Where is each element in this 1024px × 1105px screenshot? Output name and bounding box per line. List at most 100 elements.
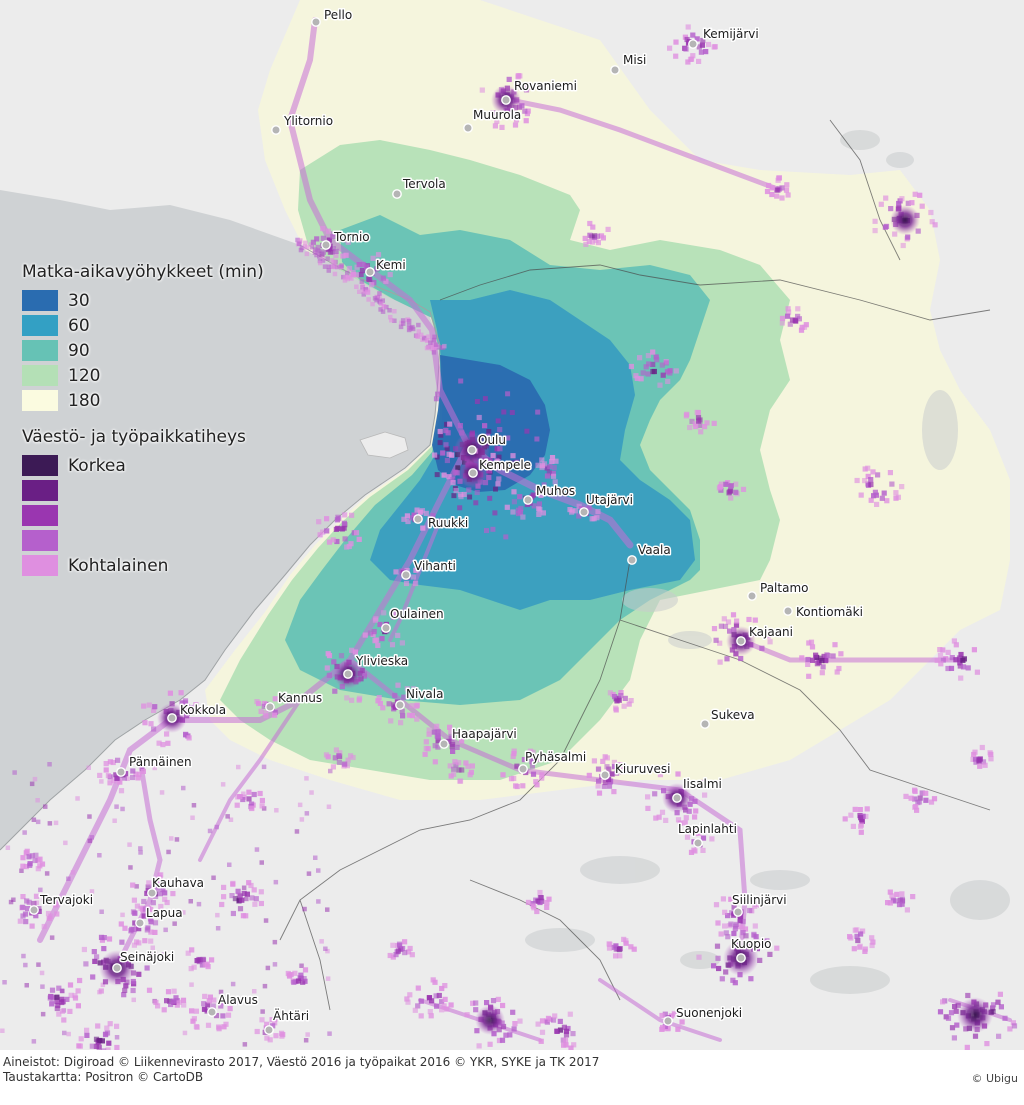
- density-cell: [227, 1006, 233, 1012]
- density-cell: [719, 976, 725, 982]
- place-marker[interactable]: [663, 1016, 673, 1026]
- density-cell: [982, 762, 988, 768]
- place-marker[interactable]: [401, 570, 411, 580]
- place-marker[interactable]: [627, 555, 637, 565]
- place-marker[interactable]: [468, 468, 478, 478]
- place-marker[interactable]: [518, 764, 528, 774]
- density-cell: [326, 539, 333, 545]
- density-cell: [345, 271, 350, 276]
- density-cell: [29, 923, 35, 929]
- density-cell: [711, 44, 717, 50]
- place-marker[interactable]: [501, 95, 511, 105]
- density-cell: [100, 982, 106, 988]
- place-marker[interactable]: [395, 700, 405, 710]
- place-marker[interactable]: [207, 1007, 217, 1017]
- place-marker[interactable]: [271, 125, 281, 135]
- density-cell: [157, 891, 163, 897]
- density-cell: [496, 435, 502, 441]
- density-cell: [854, 927, 860, 933]
- density-cell: [389, 318, 394, 323]
- density-cell: [633, 373, 639, 379]
- density-cell: [265, 965, 271, 971]
- place-marker[interactable]: [610, 65, 620, 75]
- density-cell: [254, 1028, 260, 1035]
- density-cell: [104, 1025, 110, 1031]
- density-cell: [451, 766, 457, 772]
- map-canvas[interactable]: Pello Kemijärvi Misi Rovaniemi Muurola Ylitor…: [0, 0, 1024, 1050]
- density-cell: [244, 896, 249, 902]
- place-marker[interactable]: [439, 739, 449, 749]
- density-cell: [220, 782, 226, 787]
- density-cell: [455, 465, 461, 471]
- place-marker[interactable]: [463, 123, 473, 133]
- density-cell: [484, 528, 489, 534]
- density-cell: [325, 948, 330, 954]
- place-marker[interactable]: [747, 591, 757, 601]
- density-cell: [607, 941, 613, 947]
- place-marker[interactable]: [688, 39, 698, 49]
- density-cell: [181, 1002, 187, 1008]
- place-marker[interactable]: [693, 838, 703, 848]
- density-cell: [493, 486, 498, 492]
- density-cell: [949, 655, 955, 661]
- place-marker[interactable]: [112, 963, 122, 973]
- density-cell: [426, 334, 431, 339]
- density-cell: [434, 1003, 440, 1009]
- place-marker[interactable]: [523, 495, 533, 505]
- density-cell: [504, 504, 510, 510]
- place-marker[interactable]: [311, 17, 321, 27]
- density-cell: [883, 195, 889, 201]
- place-marker[interactable]: [29, 905, 39, 915]
- place-marker[interactable]: [365, 267, 375, 277]
- place-marker[interactable]: [343, 669, 353, 679]
- place-marker[interactable]: [672, 793, 682, 803]
- place-label: Suonenjoki: [676, 1006, 742, 1020]
- density-cell: [297, 802, 303, 808]
- place-marker[interactable]: [321, 240, 331, 250]
- density-cell: [200, 708, 206, 714]
- density-cell: [611, 764, 618, 770]
- density-cell: [353, 272, 359, 278]
- place-label: Iisalmi: [683, 777, 722, 791]
- place-marker[interactable]: [392, 189, 402, 199]
- place-marker[interactable]: [413, 514, 423, 524]
- density-cell: [35, 798, 40, 803]
- density-cell: [496, 476, 502, 482]
- density-cell: [684, 411, 690, 417]
- density-cell: [447, 763, 453, 769]
- place-marker[interactable]: [147, 888, 157, 898]
- place-marker[interactable]: [135, 918, 145, 928]
- density-cell: [668, 1013, 674, 1019]
- place-marker[interactable]: [116, 767, 126, 777]
- place-marker[interactable]: [467, 445, 477, 455]
- place-marker[interactable]: [733, 907, 743, 917]
- density-cell: [836, 665, 842, 672]
- density-cell: [272, 712, 278, 718]
- density-cell: [951, 1035, 957, 1041]
- density-cell: [714, 943, 721, 949]
- place-marker[interactable]: [381, 623, 391, 633]
- density-cell: [448, 1002, 454, 1008]
- density-cell: [24, 848, 30, 854]
- place-marker[interactable]: [264, 1025, 274, 1035]
- density-cell: [49, 1000, 55, 1006]
- density-cell: [856, 944, 863, 950]
- density-cell: [332, 688, 338, 694]
- density-cell: [538, 1038, 544, 1044]
- place-marker[interactable]: [579, 507, 589, 517]
- density-cell: [990, 1002, 997, 1008]
- density-cell: [546, 896, 552, 902]
- density-cell: [178, 690, 184, 696]
- density-cell: [928, 799, 935, 805]
- density-cell: [459, 767, 465, 773]
- density-cell: [167, 690, 173, 696]
- density-cell: [885, 900, 891, 906]
- place-marker[interactable]: [736, 953, 746, 963]
- place-marker[interactable]: [783, 606, 793, 616]
- place-marker[interactable]: [265, 702, 275, 712]
- place-marker[interactable]: [736, 636, 746, 646]
- place-marker[interactable]: [167, 713, 177, 723]
- place-marker[interactable]: [700, 719, 710, 729]
- density-cell: [118, 921, 124, 927]
- place-marker[interactable]: [600, 770, 610, 780]
